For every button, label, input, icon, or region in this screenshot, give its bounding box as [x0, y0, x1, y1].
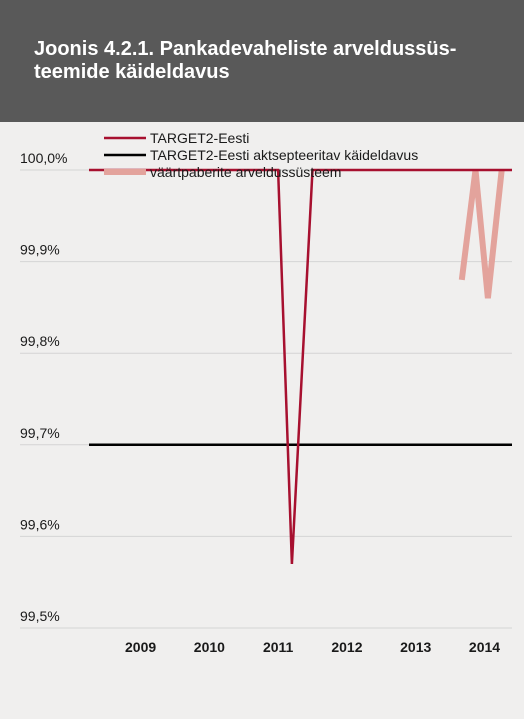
y-tick-label: 99,8%	[20, 333, 60, 349]
x-tick-label: 2010	[194, 639, 225, 655]
securities-settlement-line	[458, 169, 505, 299]
y-tick-label: 99,7%	[20, 425, 60, 441]
x-axis-labels: 2009 2010 2011 2012 2013 2014	[125, 639, 500, 655]
line-chart: 100,0% 99,9% 99,8% 99,7% 99,6% 99,5% 2009 2010…	[20, 130, 512, 655]
y-tick-label: 99,6%	[20, 516, 60, 532]
series-lines	[89, 168, 512, 564]
x-tick-label: 2011	[263, 639, 294, 655]
y-tick-label: 99,9%	[20, 242, 60, 258]
legend-label: TARGET2-Eesti aktsepteeritav käideldavus	[150, 147, 418, 163]
legend-label: väärtpaberite arveldussüsteem	[150, 164, 341, 180]
target2-eesti-line	[89, 168, 512, 564]
x-tick-label: 2013	[400, 639, 431, 655]
legend-label: TARGET2-Eesti	[150, 130, 249, 146]
x-tick-label: 2009	[125, 639, 156, 655]
x-tick-label: 2012	[331, 639, 362, 655]
y-tick-label: 99,5%	[20, 608, 60, 624]
y-tick-label: 100,0%	[20, 150, 67, 166]
y-axis-labels: 100,0% 99,9% 99,8% 99,7% 99,6% 99,5%	[20, 150, 67, 624]
gridlines	[20, 169, 512, 629]
chart-header: Joonis 4.2.1. Pankadevaheliste arvelduss…	[0, 0, 524, 122]
chart-title: Joonis 4.2.1. Pankadevaheliste arvelduss…	[34, 38, 457, 83]
x-tick-label: 2014	[469, 639, 500, 655]
